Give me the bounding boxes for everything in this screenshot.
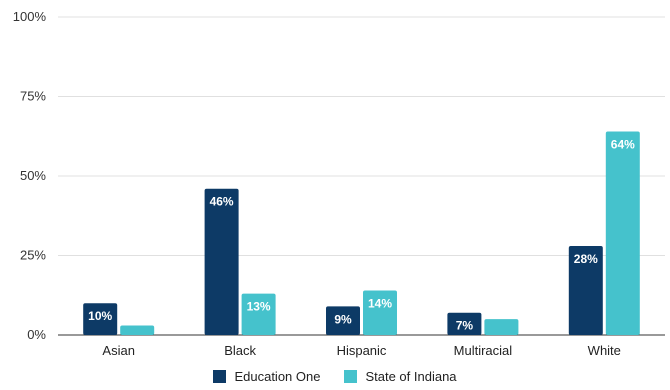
y-tick-label: 75% — [20, 89, 46, 104]
data-label: 9% — [334, 312, 352, 326]
legend-swatch-education-one — [213, 370, 227, 383]
data-label: 10% — [88, 309, 112, 323]
data-label: 46% — [210, 195, 234, 209]
x-tick-label: Asian — [102, 343, 135, 358]
y-tick-label: 100% — [13, 9, 47, 24]
bar — [204, 188, 239, 335]
x-tick-label: Multiracial — [454, 343, 513, 358]
legend: Education One State of Indiana — [0, 369, 670, 384]
data-label: 14% — [368, 296, 392, 310]
x-tick-label: Black — [224, 343, 256, 358]
x-tick-label: White — [588, 343, 621, 358]
legend-item-state-of-indiana: State of Indiana — [344, 369, 457, 384]
bar — [241, 293, 276, 335]
bar — [363, 290, 397, 335]
bar — [83, 303, 118, 335]
data-label: 28% — [574, 252, 598, 266]
bar — [120, 325, 155, 335]
data-label: 64% — [611, 137, 635, 151]
data-label: 13% — [247, 300, 271, 314]
bar — [447, 312, 482, 335]
legend-swatch-state-of-indiana — [344, 370, 358, 383]
y-tick-label: 25% — [20, 248, 46, 263]
legend-item-education-one: Education One — [213, 369, 320, 384]
x-tick-label: Hispanic — [337, 343, 387, 358]
bar — [605, 131, 640, 335]
y-tick-label: 50% — [20, 168, 46, 183]
legend-label-state-of-indiana: State of Indiana — [365, 369, 457, 384]
bar — [326, 306, 360, 335]
bar — [568, 245, 603, 335]
data-label: 7% — [456, 319, 474, 333]
legend-label-education-one: Education One — [234, 369, 321, 384]
bar — [484, 319, 519, 335]
y-tick-label: 0% — [27, 327, 46, 342]
